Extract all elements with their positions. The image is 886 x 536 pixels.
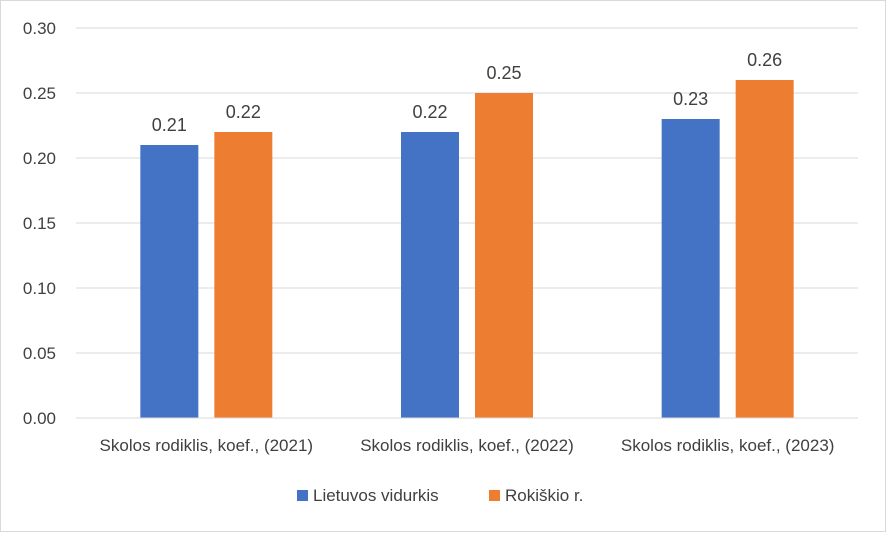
bar-lietuvos-vidurkis-0 [140,145,199,418]
x-category-label: Skolos rodiklis, koef., (2023) [621,436,835,455]
bar-rokiskio-r-2 [735,80,794,418]
y-tick-label: 0.00 [23,409,56,428]
data-label: 0.25 [486,63,521,83]
data-labels: 0.21 0.22 0.22 0.25 0.23 0.26 [152,50,782,135]
legend: Lietuvos vidurkis Rokiškio r. [297,486,583,505]
bar-lietuvos-vidurkis-2 [661,119,720,418]
y-tick-label: 0.05 [23,344,56,363]
data-label: 0.26 [747,50,782,70]
data-label: 0.22 [412,102,447,122]
legend-label: Lietuvos vidurkis [313,486,439,505]
y-tick-label: 0.30 [23,19,56,38]
legend-swatch [489,490,500,501]
legend-label: Rokiškio r. [505,486,583,505]
y-tick-label: 0.15 [23,214,56,233]
gridlines [76,27,858,354]
bar-lietuvos-vidurkis-1 [401,132,459,418]
data-label: 0.21 [152,115,187,135]
x-category-label: Skolos rodiklis, koef., (2022) [360,436,574,455]
y-tick-label: 0.10 [23,279,56,298]
data-label: 0.23 [673,89,708,109]
y-tick-label: 0.20 [23,149,56,168]
y-tick-label: 0.25 [23,84,56,103]
bar-rokiskio-r-1 [475,93,533,418]
data-label: 0.22 [226,102,261,122]
legend-swatch [297,490,308,501]
bar-rokiskio-r-0 [214,132,273,418]
x-axis-labels: Skolos rodiklis, koef., (2021) Skolos rod… [100,436,835,455]
bars [140,80,794,418]
y-axis-ticks: 0.00 0.05 0.10 0.15 0.20 0.25 0.30 [23,19,56,428]
x-category-label: Skolos rodiklis, koef., (2021) [100,436,314,455]
